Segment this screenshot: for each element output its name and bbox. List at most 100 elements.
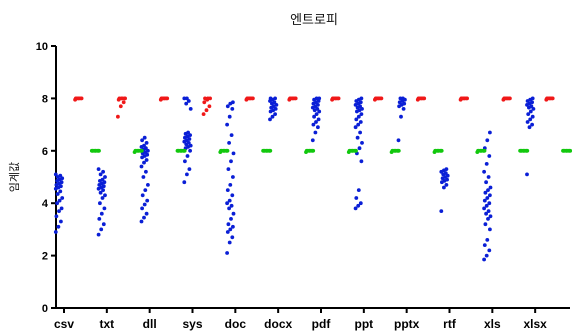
point-blue-txt <box>101 184 106 189</box>
point-blue-doc <box>227 198 232 203</box>
point-blue-doc <box>230 107 235 111</box>
point-blue-doc <box>231 175 235 179</box>
point-blue-pptx <box>402 101 407 106</box>
point-blue-sys <box>185 96 189 101</box>
point-blue-ppt <box>358 104 362 109</box>
point-blue-doc <box>230 193 235 198</box>
point-blue-xlsx <box>526 112 531 116</box>
point-red-doc <box>248 96 253 101</box>
point-green-doc <box>268 148 273 153</box>
point-blue-xls <box>484 180 488 185</box>
point-green-xlsx <box>568 148 572 153</box>
point-blue-dll <box>146 148 150 153</box>
point-green-sys <box>222 148 227 153</box>
point-green-doc <box>262 148 267 153</box>
point-blue-doc <box>227 240 232 245</box>
point-blue-doc <box>229 159 233 164</box>
point-blue-csv <box>59 184 63 189</box>
point-green-txt <box>137 148 141 153</box>
point-green-sys <box>219 148 224 153</box>
point-green-dll <box>177 148 181 153</box>
point-green-rtf <box>476 148 481 153</box>
point-blue-ppt <box>353 206 358 211</box>
point-blue-ppt <box>358 100 363 105</box>
point-blue-xlsx <box>530 96 535 101</box>
point-blue-csv <box>53 172 58 177</box>
point-blue-ppt <box>354 117 359 122</box>
point-green-xlsx <box>565 148 570 153</box>
point-blue-xls <box>488 214 493 219</box>
category-label-rtf: rtf <box>443 317 457 331</box>
axes <box>51 45 570 313</box>
point-blue-xlsx <box>530 100 534 105</box>
point-blue-dll <box>140 193 145 198</box>
point-green-pptx <box>434 148 438 153</box>
point-blue-xls <box>484 211 488 216</box>
point-blue-dll <box>146 183 150 187</box>
point-blue-sys <box>187 137 192 141</box>
point-blue-sys <box>185 172 189 177</box>
point-blue-pdf <box>316 125 320 130</box>
point-blue-dll <box>142 160 146 165</box>
point-blue-xls <box>484 162 489 166</box>
y-tick-label: 4 <box>42 198 49 210</box>
point-blue-doc <box>230 235 235 240</box>
point-red-sys <box>204 108 209 113</box>
point-blue-sys <box>186 141 191 145</box>
point-blue-csv <box>56 224 61 229</box>
point-blue-pdf <box>317 109 322 114</box>
y-tick-label: 0 <box>42 303 48 315</box>
point-blue-dll <box>140 138 145 143</box>
point-blue-pptx <box>396 138 401 143</box>
point-red-csv <box>77 96 82 101</box>
point-blue-dll <box>142 143 146 148</box>
point-blue-xls <box>482 198 487 203</box>
point-blue-pptx <box>399 114 403 119</box>
point-red-txt <box>120 96 125 101</box>
point-blue-xlsx <box>530 114 535 119</box>
point-blue-rtf <box>442 185 446 190</box>
point-blue-txt <box>100 196 105 200</box>
point-blue-csv <box>60 176 65 181</box>
point-blue-csv <box>59 219 63 224</box>
point-blue-xlsx <box>527 125 532 130</box>
point-blue-pdf <box>310 138 315 143</box>
point-blue-txt <box>101 169 105 174</box>
point-blue-docx <box>273 112 277 116</box>
point-blue-pdf <box>316 117 321 122</box>
point-blue-pdf <box>312 114 316 119</box>
point-red-xls <box>505 96 510 101</box>
point-blue-csv <box>58 173 63 178</box>
point-blue-txt <box>97 217 102 221</box>
category-label-pdf: pdf <box>312 317 332 331</box>
point-blue-rtf <box>439 209 444 214</box>
point-blue-ppt <box>356 114 361 119</box>
point-blue-csv <box>57 198 62 203</box>
point-red-sys <box>203 96 207 101</box>
point-blue-pdf <box>314 120 318 124</box>
point-red-txt <box>123 96 127 101</box>
point-blue-pptx <box>401 107 406 111</box>
point-green-rtf <box>482 148 487 153</box>
point-blue-doc <box>229 217 233 221</box>
point-red-txt <box>121 100 126 105</box>
category-label-doc: doc <box>225 317 247 331</box>
point-blue-xls <box>488 185 493 190</box>
point-blue-pdf <box>317 96 322 101</box>
point-blue-csv <box>58 189 63 194</box>
point-green-docx <box>311 148 316 153</box>
point-blue-txt <box>96 232 101 237</box>
point-blue-sys <box>184 101 189 106</box>
point-blue-doc <box>225 251 230 255</box>
point-blue-xls <box>488 193 492 198</box>
point-blue-sys <box>188 143 193 148</box>
point-blue-dll <box>144 141 149 145</box>
point-blue-dll <box>141 175 146 179</box>
point-blue-doc <box>231 100 235 105</box>
point-blue-xlsx <box>530 122 534 127</box>
point-green-docx <box>305 148 310 153</box>
point-blue-rtf <box>444 167 449 172</box>
point-blue-doc <box>225 201 230 206</box>
point-blue-ppt <box>358 120 363 124</box>
point-blue-txt <box>103 175 107 179</box>
